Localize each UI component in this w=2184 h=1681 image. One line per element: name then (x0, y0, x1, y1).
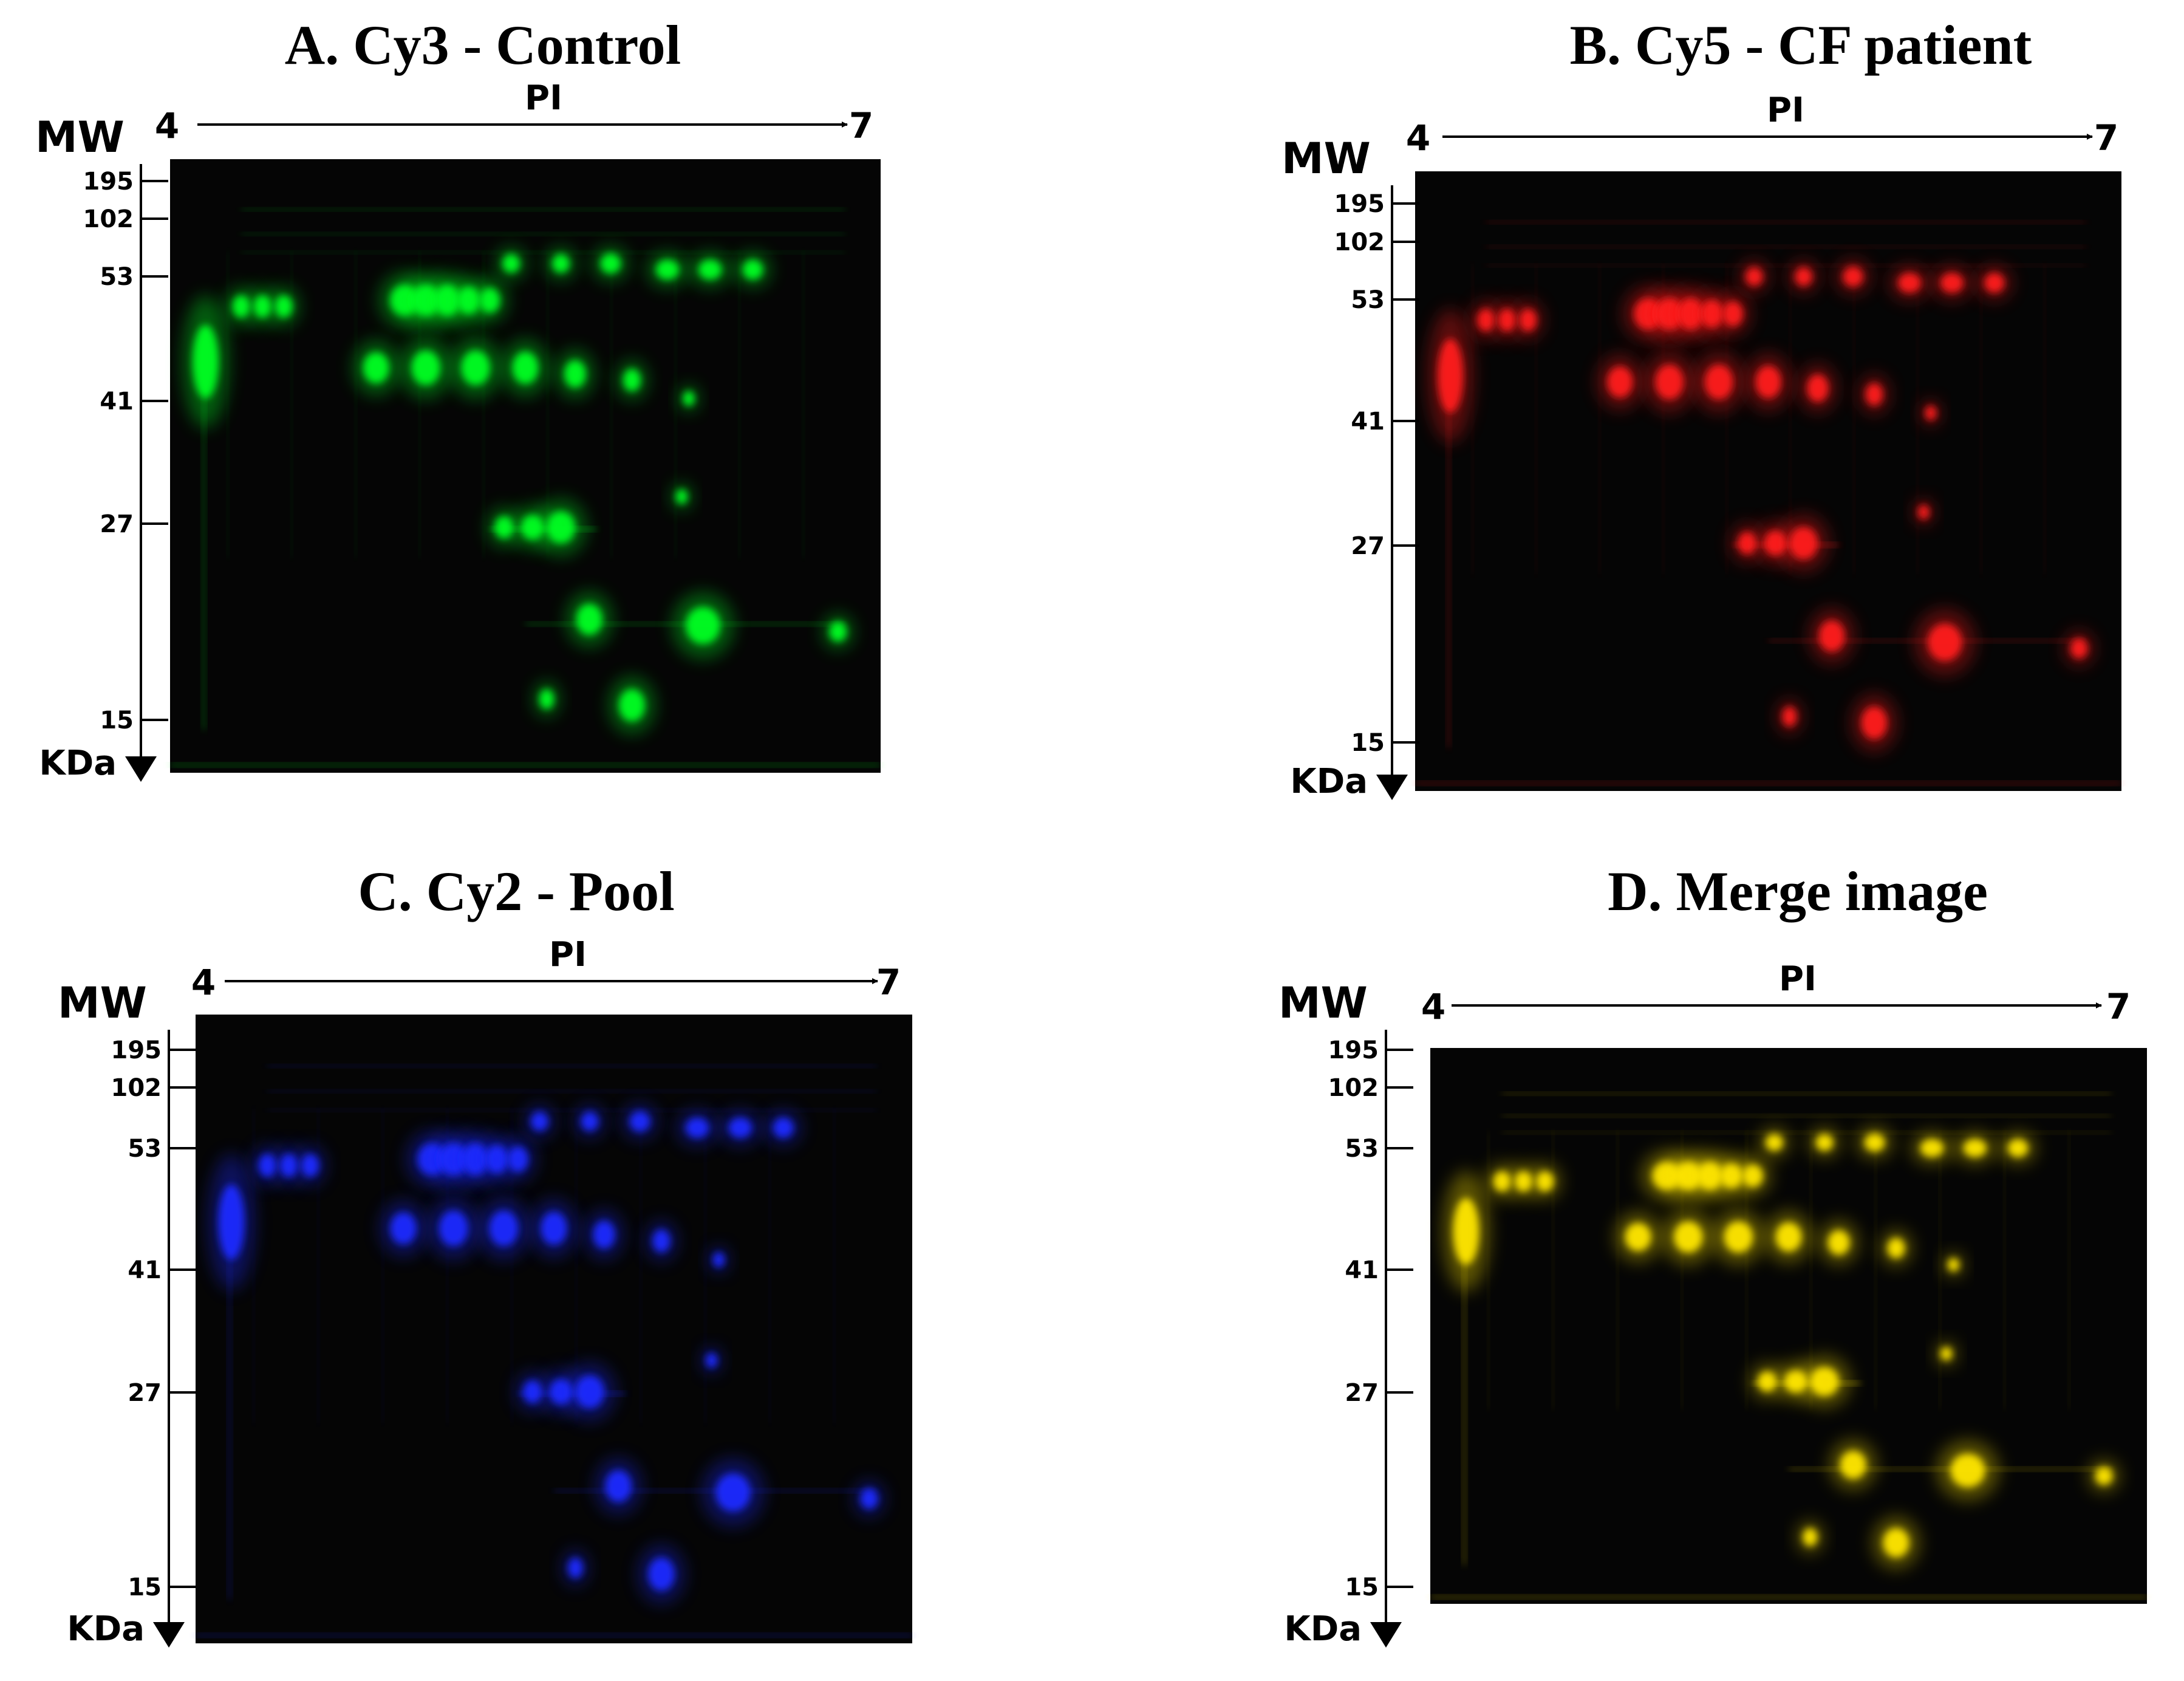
pi-axis-label: PI (525, 78, 562, 118)
mw-axis-arrowhead (1370, 1622, 1402, 1648)
mw-tick-label: 27 (100, 510, 134, 538)
mw-tick-label: 195 (83, 168, 134, 196)
mw-tick-label: 102 (1334, 228, 1385, 256)
mw-tick-label: 53 (128, 1135, 162, 1163)
mw-tick-label: 195 (111, 1036, 162, 1064)
pi-axis-label: PI (1779, 959, 1817, 999)
mw-tick-label: 102 (83, 205, 134, 233)
mw-axis-label: MW (35, 112, 125, 162)
gel-panel-2: B. Cy5 - CF patient 4 7 PI MW KDa 195 102 53 41 27… (1281, 14, 2121, 801)
mw-tick-label: 41 (1351, 408, 1385, 436)
pi-start-label: 4 (1406, 117, 1430, 159)
mw-tick-label: 15 (100, 707, 134, 734)
mw-tick-label: 102 (1328, 1074, 1379, 1102)
pi-start-label: 4 (1421, 986, 1445, 1027)
mw-tick-label: 53 (1351, 286, 1385, 314)
pi-axis-label: PI (1767, 91, 1804, 130)
pi-end-label: 7 (849, 105, 873, 146)
mw-tick-label: 53 (1345, 1135, 1379, 1163)
gel-spots (1415, 221, 2121, 785)
gel-panel-3: C. Cy2 - Pool 4 7 PI MW KDa 195 102 53 41 27 15 (58, 860, 912, 1649)
pi-end-label: 7 (2106, 986, 2131, 1027)
mw-tick-label: 27 (128, 1379, 162, 1407)
mw-tick-label: 41 (1345, 1256, 1379, 1284)
gel-spots (170, 208, 881, 767)
mw-axis-arrowhead (125, 756, 157, 782)
mw-tick-label: 27 (1345, 1379, 1379, 1407)
kda-unit-label: KDa (67, 1609, 145, 1649)
gel-spots (196, 1064, 912, 1637)
mw-tick-label: 41 (128, 1256, 162, 1284)
kda-unit-label: KDa (1290, 762, 1368, 801)
mw-axis-label: MW (58, 978, 147, 1028)
mw-tick-label: 102 (111, 1074, 162, 1102)
panel-title: D. Merge image (1608, 860, 1988, 922)
kda-unit-label: KDa (39, 744, 117, 783)
pi-start-label: 4 (191, 962, 216, 1003)
mw-tick-label: 15 (128, 1573, 162, 1601)
mw-axis-label: MW (1278, 978, 1368, 1028)
pi-start-label: 4 (155, 105, 179, 146)
panel-title: A. Cy3 - Control (285, 14, 681, 76)
pi-end-label: 7 (876, 962, 901, 1003)
gel-spots (1430, 1092, 2147, 1599)
mw-tick-label: 195 (1328, 1036, 1379, 1064)
panel-title: B. Cy5 - CF patient (1570, 14, 2032, 76)
mw-axis-arrowhead (1376, 775, 1408, 800)
mw-tick-label: 195 (1334, 190, 1385, 218)
pi-axis-label: PI (549, 935, 587, 974)
mw-tick-label: 15 (1351, 729, 1385, 757)
pi-end-label: 7 (2094, 117, 2118, 159)
mw-axis-arrowhead (153, 1622, 185, 1648)
gel-panel-4: D. Merge image 4 7 PI MW KDa 195 102 53 41 27 15 (1278, 860, 2147, 1649)
mw-tick-label: 41 (100, 388, 134, 416)
mw-tick-label: 27 (1351, 532, 1385, 560)
kda-unit-label: KDa (1284, 1609, 1362, 1649)
panel-title: C. Cy2 - Pool (358, 860, 674, 922)
mw-tick-label: 15 (1345, 1573, 1379, 1601)
mw-axis-label: MW (1281, 134, 1371, 183)
mw-tick-label: 53 (100, 263, 134, 291)
gel-panel-1: A. Cy3 - Control 4 7 PI MW KDa 195 102 53 41 27 15 (35, 14, 881, 783)
